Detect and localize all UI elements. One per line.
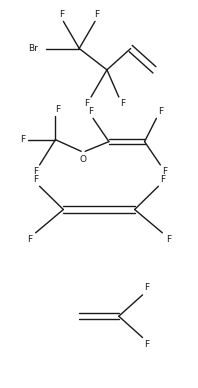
Text: F: F bbox=[33, 175, 38, 184]
Text: Br: Br bbox=[28, 44, 38, 53]
Text: F: F bbox=[144, 283, 149, 293]
Text: F: F bbox=[160, 175, 165, 184]
Text: F: F bbox=[162, 167, 167, 177]
Text: F: F bbox=[55, 105, 60, 114]
Text: F: F bbox=[120, 99, 125, 109]
Text: O: O bbox=[80, 155, 87, 165]
Text: F: F bbox=[166, 235, 171, 244]
Text: F: F bbox=[89, 107, 94, 116]
Text: F: F bbox=[33, 167, 38, 177]
Text: F: F bbox=[27, 235, 32, 244]
Text: F: F bbox=[144, 340, 149, 349]
Text: F: F bbox=[85, 99, 90, 109]
Text: F: F bbox=[158, 107, 163, 116]
Text: F: F bbox=[21, 135, 26, 144]
Text: F: F bbox=[94, 10, 100, 19]
Text: F: F bbox=[59, 10, 64, 19]
